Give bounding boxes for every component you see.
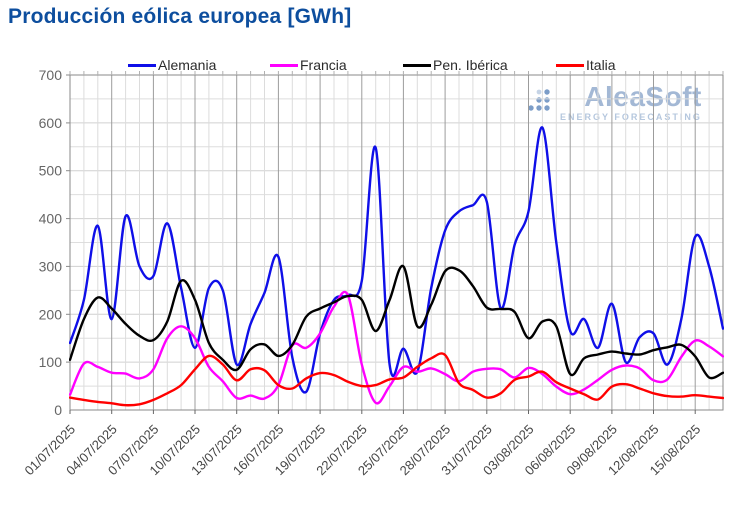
legend-label: Francia (300, 57, 347, 73)
aleasoft-watermark-tagline: ENERGY FORECASTING (560, 112, 702, 122)
series-line-alemania (69, 126, 724, 394)
plot-border (69, 74, 724, 411)
y-axis-label: 300 (39, 258, 63, 274)
y-axis-label: 500 (39, 163, 63, 179)
page-title: Producción eólica europea [GWh] (8, 5, 352, 28)
y-axis-label: 700 (39, 67, 63, 83)
legend-item-alemania: Alemania (128, 56, 216, 74)
y-axis-label: 100 (39, 354, 63, 370)
y-axis-label: 600 (39, 115, 63, 131)
series-line-pen-ib-rica (69, 264, 724, 380)
aleasoft-watermark-name: AleaSoft (584, 81, 702, 112)
legend-item-pen-ib-rica: Pen. Ibérica (403, 56, 508, 74)
aleasoft-logo-dots-icon (528, 89, 550, 111)
legend-label: Pen. Ibérica (433, 57, 508, 73)
legend-swatch (556, 63, 584, 67)
chart-legend: Alemania Francia Pen. Ibérica Italia (0, 56, 730, 76)
legend-label: Alemania (158, 57, 217, 73)
legend-item-italia: Italia (556, 56, 616, 74)
legend-swatch (128, 63, 156, 67)
y-axis-label: 0 (54, 402, 62, 418)
series-group (69, 126, 724, 407)
aleasoft-watermark: AleaSoft ENERGY FORECASTING (527, 83, 702, 122)
y-axis-label: 400 (39, 211, 63, 227)
legend-label: Italia (586, 57, 616, 73)
legend-item-francia: Francia (270, 56, 347, 74)
legend-swatch (403, 63, 431, 67)
y-axis-label: 200 (39, 306, 63, 322)
series-line-italia (69, 352, 724, 407)
legend-swatch (270, 63, 298, 67)
series-line-francia (69, 290, 724, 405)
aleasoft-watermark-text: AleaSoft ENERGY FORECASTING (560, 81, 702, 123)
